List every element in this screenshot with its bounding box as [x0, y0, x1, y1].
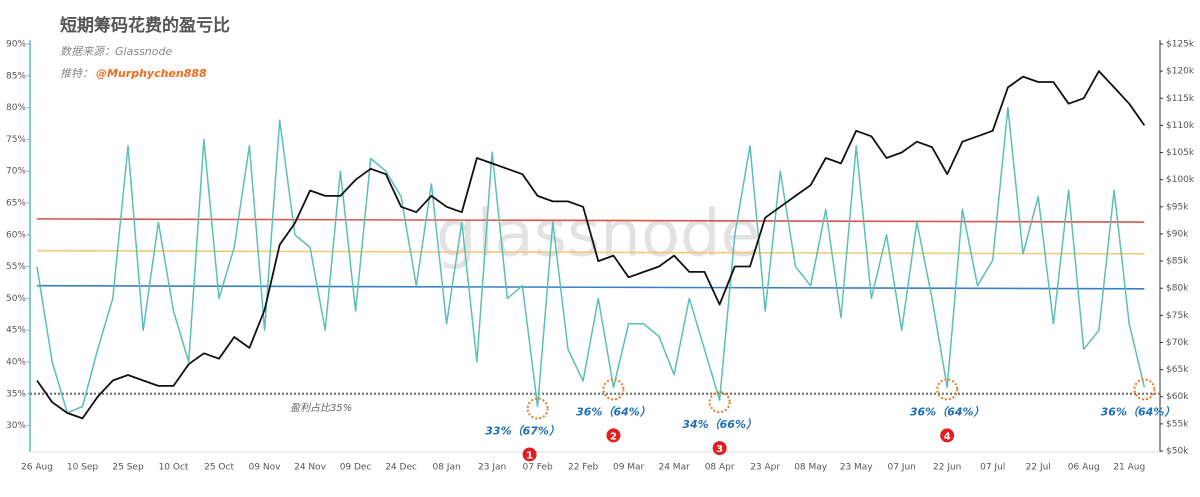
reference-line — [36, 284, 1145, 290]
y-tick-label: 60% — [6, 230, 26, 240]
x-tick-label: 21 Aug — [1113, 463, 1145, 473]
reference-line — [36, 218, 1145, 223]
y2-tick-label: $60k — [1166, 392, 1189, 402]
x-tick-label: 08 Apr — [705, 463, 735, 473]
x-tick-label: 06 Aug — [1068, 463, 1100, 473]
x-tick-label: 07 Jun — [887, 463, 915, 473]
y-tick-label: 70% — [6, 167, 26, 177]
y2-tick-label: $65k — [1166, 365, 1189, 375]
x-tick-label: 08 May — [794, 463, 828, 473]
callout-number-bg — [712, 441, 727, 456]
x-tick-label: 24 Mar — [658, 463, 690, 473]
y2-tick-label: $95k — [1166, 202, 1189, 212]
y2-tick-label: $125k — [1166, 40, 1195, 50]
y2-tick-label: $110k — [1166, 121, 1195, 131]
x-tick-label: 09 Nov — [249, 463, 282, 473]
x-tick-label: 09 Mar — [613, 463, 645, 473]
callout-number-bg — [606, 428, 621, 443]
y2-tick-label: $50k — [1166, 447, 1189, 457]
series-line — [36, 70, 1146, 420]
callout-ring — [526, 397, 549, 420]
y2-tick-label: $115k — [1166, 94, 1195, 104]
x-tick-label: 25 Sep — [112, 463, 144, 473]
x-tick-label: 22 Feb — [568, 463, 599, 473]
x-tick-label: 10 Sep — [67, 463, 99, 473]
y-tick-label: 55% — [6, 262, 26, 272]
chart-title: 短期筹码花费的盈亏比 — [60, 15, 230, 36]
y2-tick-label: $85k — [1166, 257, 1189, 267]
y-tick-label: 50% — [6, 294, 26, 304]
callout-ring — [936, 378, 959, 401]
callout-number: 3 — [716, 444, 723, 455]
callout-label: 33%（67%） — [485, 424, 560, 437]
x-tick-label: 23 Apr — [750, 463, 780, 473]
x-tick-label: 10 Oct — [159, 463, 189, 473]
author-prefix: 推特： — [60, 67, 93, 80]
y2-tick-label: $120k — [1166, 67, 1195, 77]
y2-tick-label: $80k — [1166, 284, 1189, 294]
y-tick-label: 30% — [6, 421, 26, 431]
callout-ring — [708, 391, 731, 414]
x-tick-label: 23 May — [840, 463, 874, 473]
y-tick-label: 75% — [6, 135, 26, 145]
author: @Murphychen888 — [96, 67, 207, 80]
x-tick-label: 09 Dec — [340, 463, 372, 473]
y2-tick-label: $75k — [1166, 311, 1189, 321]
y2-tick-label: $55k — [1166, 419, 1189, 429]
x-tick-label: 07 Jul — [980, 463, 1005, 473]
callout-ring — [1133, 378, 1156, 401]
reference-line — [36, 249, 1145, 255]
callout-label: 36%（64%） — [910, 405, 985, 418]
x-tick-label: 25 Oct — [204, 463, 234, 473]
threshold-label: 盈利占比35% — [290, 402, 352, 414]
x-tick-label: 22 Jul — [1026, 463, 1051, 473]
callout-label: 36%（64%） — [576, 405, 651, 418]
callout-number: 2 — [610, 431, 617, 442]
y2-tick-label: $105k — [1166, 148, 1195, 158]
callout-number: 1 — [526, 450, 533, 461]
x-tick-label: 22 Jun — [933, 463, 961, 473]
y-tick-label: 80% — [6, 103, 26, 113]
x-tick-label: 24 Nov — [294, 463, 327, 473]
x-tick-label: 23 Jan — [478, 463, 506, 473]
x-tick-label: 07 Feb — [522, 463, 553, 473]
callout-label: 36%（64%） — [1101, 405, 1176, 418]
x-tick-label: 24 Dec — [385, 463, 417, 473]
y-tick-label: 40% — [6, 357, 26, 367]
callout-label: 34%（66%） — [682, 418, 757, 431]
y-tick-label: 35% — [6, 389, 26, 399]
y-tick-label: 65% — [6, 198, 26, 208]
series-line — [36, 106, 1146, 414]
x-tick-label: 26 Aug — [21, 463, 53, 473]
y2-tick-label: $100k — [1166, 175, 1195, 185]
callout-number-bg — [940, 428, 955, 443]
callout-ring — [602, 378, 625, 401]
callout-number: 4 — [944, 431, 951, 442]
y2-tick-label: $70k — [1166, 338, 1189, 348]
y2-tick-label: $90k — [1166, 229, 1189, 239]
y-tick-label: 90% — [6, 40, 26, 50]
callout-number-bg — [522, 447, 537, 462]
y-tick-label: 45% — [6, 326, 26, 336]
y-tick-label: 85% — [6, 71, 26, 81]
x-tick-label: 08 Jan — [432, 463, 460, 473]
subtitle: 数据来源：Glassnode — [60, 45, 172, 58]
